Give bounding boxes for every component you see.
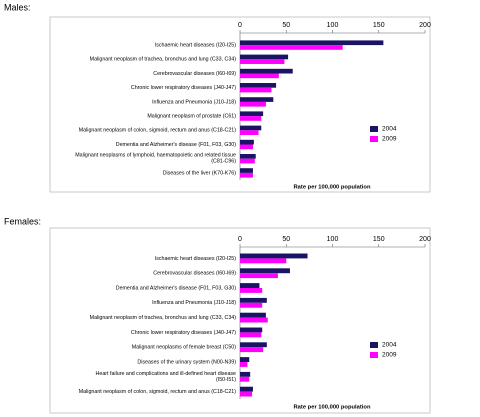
- bar: [240, 97, 274, 102]
- legend-label: 2004: [382, 342, 397, 349]
- category-label: Influenza and Pneumonia (J10-J18): [152, 300, 236, 306]
- x-tick-label: 0: [238, 22, 242, 29]
- bar: [240, 297, 267, 303]
- category-label: Dementia and Alzheimer's disease (F01, F…: [116, 285, 236, 291]
- x-tick-label: 100: [327, 22, 339, 29]
- x-tick-label: 50: [282, 236, 290, 243]
- legend-swatch: [370, 136, 378, 142]
- bar: [240, 332, 262, 338]
- x-tick-label: 150: [373, 22, 385, 29]
- x-axis-label: Rate per 100,000 population: [294, 185, 371, 191]
- legend-label: 2009: [382, 352, 397, 359]
- bar: [240, 116, 262, 121]
- bar: [240, 87, 272, 93]
- category-label: Dementia and Alzheimer's disease (F01, F…: [116, 142, 236, 148]
- category-label: Malignant neoplasm of colon, sigmoid, re…: [79, 128, 236, 134]
- bar: [240, 54, 289, 60]
- category-label: Malignant neoplasms of female breast (C5…: [132, 345, 236, 351]
- bar: [240, 172, 253, 178]
- category-label: Chronic lower respiratory diseases (J40-…: [131, 330, 236, 336]
- bar: [240, 362, 248, 367]
- bar: [240, 154, 256, 159]
- category-label: Chronic lower respiratory diseases (J40-…: [131, 85, 236, 91]
- bar: [240, 68, 293, 74]
- bar: [240, 83, 277, 88]
- category-label: Heart failure and complications and ill-…: [96, 371, 237, 383]
- panel-title: Males:: [4, 2, 31, 12]
- bar: [240, 283, 260, 288]
- bar: [240, 45, 343, 50]
- bar: [240, 347, 264, 353]
- bar: [240, 376, 250, 382]
- bar: [240, 144, 253, 150]
- category-label: Malignant neoplasm of colon, sigmoid, re…: [79, 389, 236, 395]
- bar: [240, 317, 268, 323]
- legend-swatch: [370, 126, 378, 132]
- panel-frame: [49, 16, 431, 193]
- bar: [240, 139, 254, 145]
- x-tick-label: 150: [373, 236, 385, 243]
- bar: [240, 342, 267, 348]
- category-label: Diseases of the urinary system (N00-N39): [137, 359, 236, 365]
- bar: [240, 111, 264, 117]
- bar: [240, 312, 266, 318]
- bar: [240, 386, 253, 392]
- bar: [240, 101, 266, 107]
- bar: [240, 73, 279, 79]
- legend-label: 2004: [382, 126, 397, 133]
- category-label: Influenza and Pneumonia (J10-J18): [152, 99, 236, 105]
- bar: [240, 302, 263, 308]
- legend-swatch: [370, 342, 378, 348]
- x-tick-label: 50: [282, 22, 290, 29]
- bar: [240, 253, 308, 259]
- category-label: Cerebrovascular diseases (I60-I69): [153, 271, 236, 277]
- bar: [240, 40, 384, 46]
- x-tick-label: 100: [327, 236, 339, 243]
- panel-title: Females:: [4, 216, 41, 226]
- bar: [240, 391, 253, 397]
- bar: [240, 327, 263, 333]
- bar: [240, 268, 290, 274]
- bar: [240, 158, 255, 164]
- bar: [240, 258, 287, 264]
- x-tick-label: 200: [419, 236, 431, 243]
- panel-frame: [49, 227, 431, 414]
- category-label: Ischaemic heart diseases (I20-I25): [155, 43, 236, 49]
- legend-swatch: [370, 352, 378, 358]
- category-label: Malignant neoplasm of trachea, bronchus …: [90, 57, 237, 63]
- x-tick-label: 0: [238, 236, 242, 243]
- x-axis-label: Rate per 100,000 population: [294, 405, 371, 411]
- bar: [240, 357, 250, 362]
- legend-label: 2009: [382, 136, 397, 143]
- x-tick-label: 200: [419, 22, 431, 29]
- bar: [240, 168, 253, 173]
- category-label: Diseases of the liver (K70-K76): [163, 170, 237, 176]
- category-label: Malignant neoplasms of lymphoid, haemato…: [75, 153, 236, 165]
- category-label: Malignant neoplasm of trachea, bronchus …: [90, 315, 237, 321]
- category-label: Malignant neoplasm of prostate (C61): [147, 114, 236, 120]
- bar: [240, 125, 262, 131]
- bar: [240, 273, 278, 279]
- bar: [240, 59, 285, 64]
- bar: [240, 371, 251, 377]
- category-label: Cerebrovascular diseases (I60-I69): [153, 71, 236, 77]
- bar: [240, 130, 259, 135]
- category-label: Ischaemic heart diseases (I20-I25): [155, 256, 236, 262]
- bar: [240, 288, 263, 293]
